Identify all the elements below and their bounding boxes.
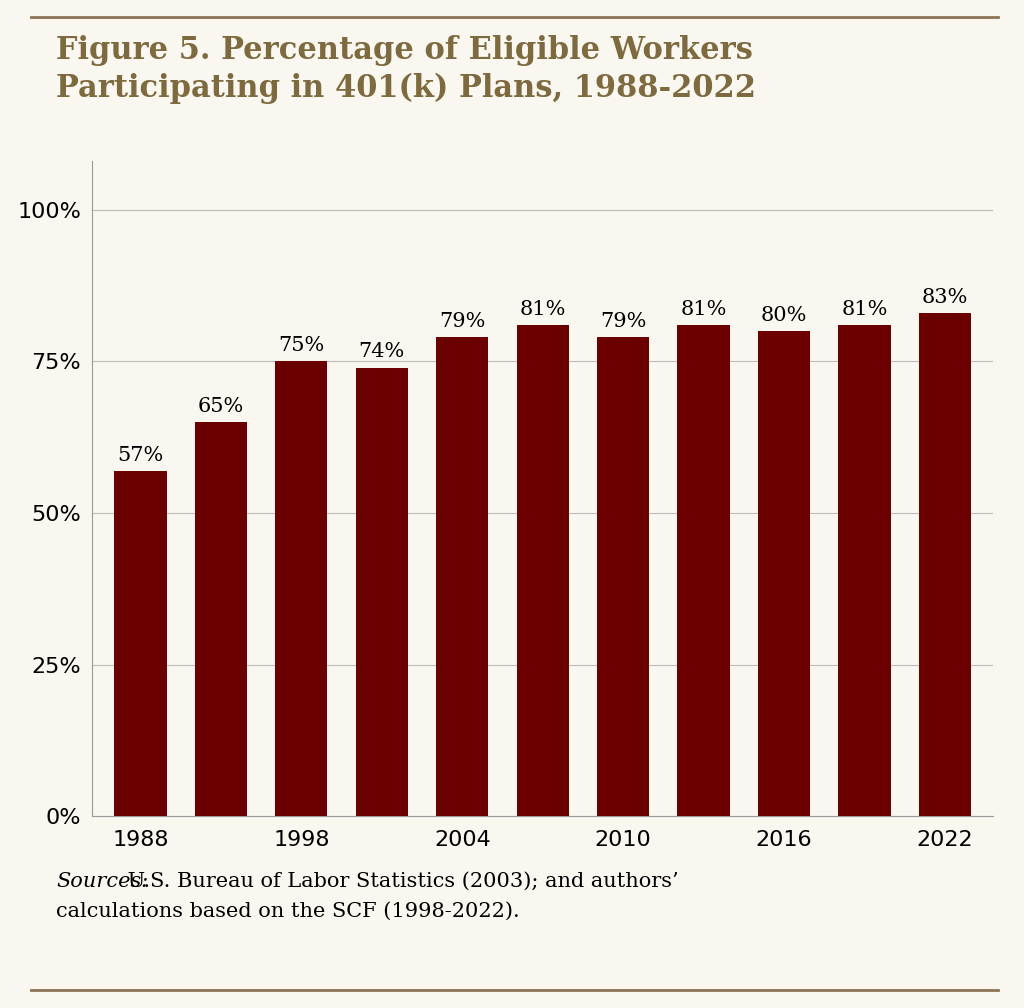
Text: 81%: 81% — [519, 300, 566, 319]
Bar — [275, 362, 328, 816]
Text: calculations based on the SCF (1998-2022).: calculations based on the SCF (1998-2022… — [56, 902, 520, 921]
Text: Figure 5. Percentage of Eligible Workers: Figure 5. Percentage of Eligible Workers — [56, 35, 754, 67]
Text: 57%: 57% — [118, 446, 164, 465]
Text: 79%: 79% — [600, 312, 646, 332]
Bar — [195, 422, 247, 816]
Bar — [839, 326, 891, 816]
Text: Sources:: Sources: — [56, 872, 148, 891]
Bar — [516, 326, 569, 816]
Bar — [436, 338, 488, 816]
Text: 81%: 81% — [680, 300, 727, 319]
Bar — [678, 326, 730, 816]
Bar — [597, 338, 649, 816]
Bar — [115, 471, 167, 816]
Bar — [758, 332, 810, 816]
Text: U.S. Bureau of Labor Statistics (2003); and authors’: U.S. Bureau of Labor Statistics (2003); … — [121, 872, 679, 891]
Text: 74%: 74% — [358, 343, 404, 362]
Text: Participating in 401(k) Plans, 1988-2022: Participating in 401(k) Plans, 1988-2022 — [56, 73, 757, 104]
Text: 83%: 83% — [922, 288, 969, 306]
Text: 65%: 65% — [198, 397, 244, 416]
Text: 75%: 75% — [279, 337, 325, 356]
Text: 79%: 79% — [439, 312, 485, 332]
Bar — [919, 312, 971, 816]
Text: 80%: 80% — [761, 306, 807, 326]
Text: 81%: 81% — [842, 300, 888, 319]
Bar — [355, 368, 408, 816]
